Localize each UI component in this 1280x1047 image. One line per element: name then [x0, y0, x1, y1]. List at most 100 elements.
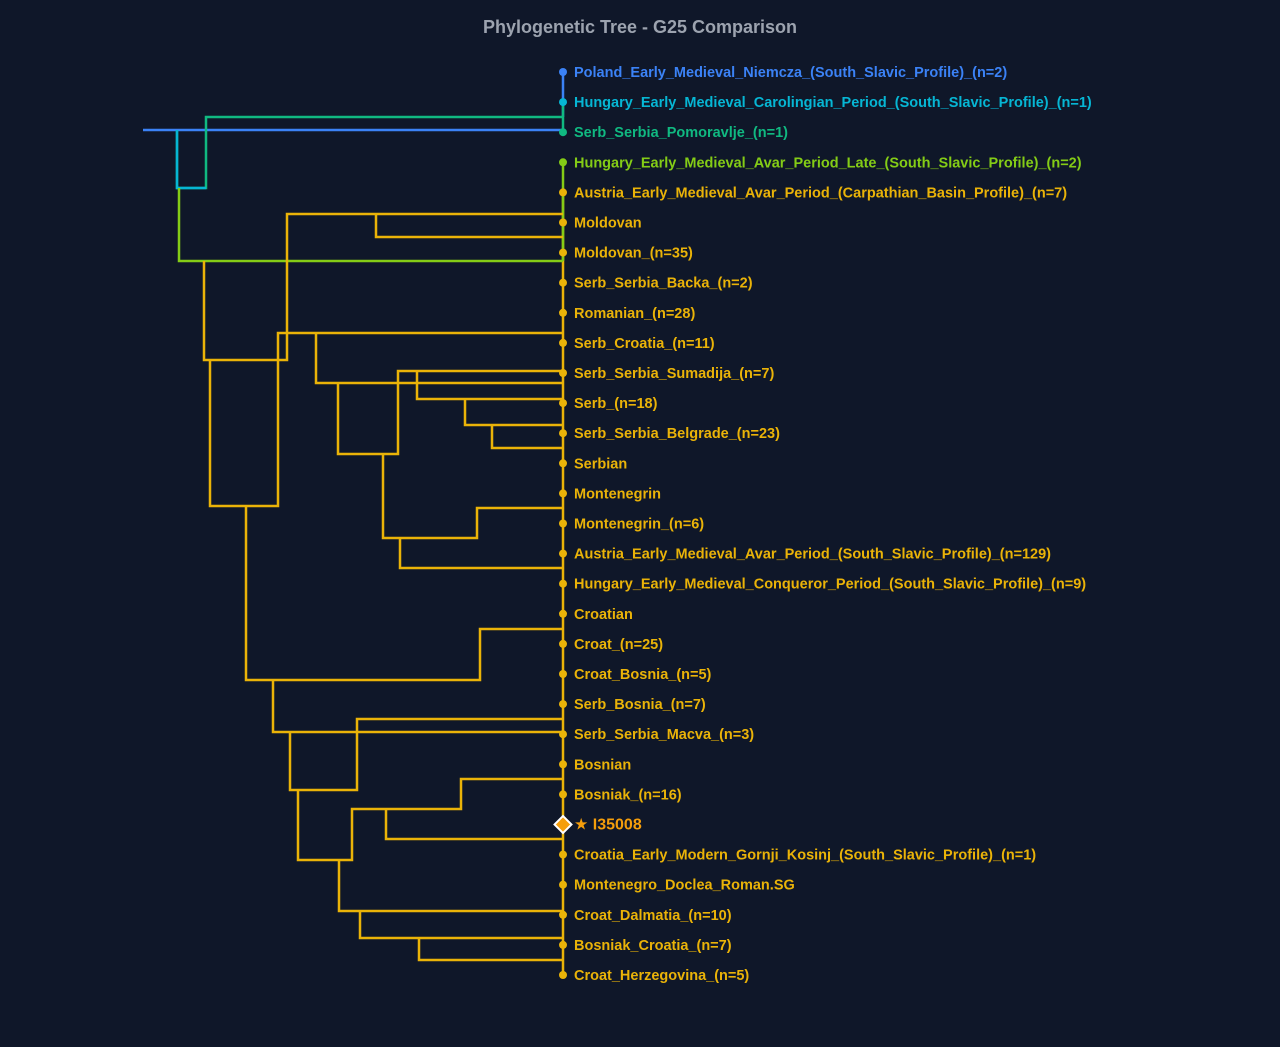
leaf-label: Montenegrin	[574, 486, 661, 502]
leaf-label: Croatian	[574, 607, 633, 623]
leaf-dot	[559, 639, 567, 648]
leaf-dot	[559, 278, 567, 287]
leaf-dot	[559, 850, 567, 859]
leaf-label: Croat_Dalmatia_(n=10)	[574, 908, 732, 924]
leaf-label: Serb_Serbia_Backa_(n=2)	[574, 276, 753, 292]
diamond-marker-icon	[553, 814, 573, 835]
tree-branch	[384, 809, 563, 841]
tree-branch	[415, 371, 563, 401]
leaf-dot	[559, 579, 567, 588]
leaf-label: Bosniak_Croatia_(n=7)	[574, 938, 732, 954]
leaf-dot	[559, 910, 567, 919]
leaf-node: Croatian	[559, 607, 633, 623]
leaf-dot	[559, 218, 567, 227]
tree-branch	[208, 331, 563, 508]
leaf-dot	[559, 670, 567, 678]
leaf-node: Croat_Dalmatia_(n=10)	[559, 908, 732, 924]
leaf-label: Serbian	[574, 456, 627, 472]
leaf-node: Croat_Herzegovina_(n=5)	[559, 968, 749, 984]
leaf-dot	[559, 399, 567, 408]
tree-branch	[202, 212, 563, 362]
tree-branch	[336, 369, 563, 456]
leaf-label: Moldovan	[574, 216, 642, 232]
leaf-label: Romanian_(n=28)	[574, 306, 695, 322]
tree-branch	[296, 777, 563, 862]
leaf-label: Austria_Early_Medieval_Avar_Period_(Sout…	[574, 547, 1051, 563]
leaf-dot	[559, 308, 567, 317]
leaf-node: Serb_Serbia_Pomoravlje_(n=1)	[559, 125, 788, 141]
leaf-dot	[559, 98, 567, 107]
leaf-label: Hungary_Early_Medieval_Carolingian_Perio…	[574, 95, 1092, 111]
leaf-label: Croat_(n=25)	[574, 637, 663, 653]
leaf-label: Montenegro_Doclea_Roman.SG	[574, 878, 795, 894]
leaf-node: Serbian	[559, 456, 627, 472]
leaf-dot	[559, 248, 567, 257]
leaf-node: Bosnian	[559, 757, 631, 773]
leaf-dot	[559, 158, 567, 167]
tree-branch	[175, 130, 206, 190]
tree-branch	[177, 188, 563, 263]
leaf-label: Serb_Serbia_Belgrade_(n=23)	[574, 426, 780, 442]
tree-branch	[463, 399, 563, 427]
leaf-node: Austria_Early_Medieval_Avar_Period_(Carp…	[559, 185, 1067, 201]
leaf-node: Montenegrin_(n=6)	[559, 517, 704, 533]
leaf-dot	[559, 730, 567, 739]
leaf-label: Serb_(n=18)	[574, 396, 658, 412]
leaf-dot	[559, 338, 567, 347]
leaf-label: Hungary_Early_Medieval_Avar_Period_Late_…	[574, 155, 1082, 171]
leaf-node: Hungary_Early_Medieval_Avar_Period_Late_…	[559, 155, 1082, 171]
leaf-node: Serb_Serbia_Macva_(n=3)	[559, 727, 754, 743]
leaf-label: Croatia_Early_Modern_Gornji_Kosinj_(Sout…	[574, 848, 1036, 864]
tree-branch	[417, 938, 563, 962]
leaf-label: Hungary_Early_Medieval_Conqueror_Period_…	[574, 577, 1086, 593]
leaf-node: Croat_Bosnia_(n=5)	[559, 667, 712, 683]
tree-branch	[288, 717, 563, 792]
leaf-node: Bosniak_Croatia_(n=7)	[559, 938, 732, 954]
leaf-label: Serb_Serbia_Pomoravlje_(n=1)	[574, 125, 788, 141]
leaf-node: Serb_Serbia_Backa_(n=2)	[559, 276, 753, 292]
tree-branch	[358, 911, 563, 940]
tree-branch	[381, 454, 563, 540]
leaf-label: Montenegrin_(n=6)	[574, 517, 704, 533]
tree-branch	[490, 425, 563, 450]
leaf-node: Montenegrin	[559, 486, 661, 502]
leaf-node: Serb_(n=18)	[559, 396, 658, 412]
tree-branch	[398, 538, 563, 570]
leaf-node: Austria_Early_Medieval_Avar_Period_(Sout…	[559, 547, 1051, 563]
leaf-node: Croat_(n=25)	[559, 637, 663, 653]
tree-branch	[244, 506, 563, 682]
leaf-dot	[559, 188, 567, 197]
tree-branch	[175, 115, 563, 190]
leaf-node: Romanian_(n=28)	[559, 306, 695, 322]
leaf-node: Serb_Serbia_Belgrade_(n=23)	[559, 426, 780, 442]
leaf-label: Bosnian	[574, 757, 631, 773]
leaf-dot	[559, 880, 567, 889]
leaf-node: Poland_Early_Medieval_Niemcza_(South_Sla…	[559, 65, 1007, 81]
leaf-node: Serb_Croatia_(n=11)	[559, 336, 715, 352]
leaf-label: Serb_Bosnia_(n=7)	[574, 697, 706, 713]
leaf-node: Hungary_Early_Medieval_Carolingian_Perio…	[559, 95, 1092, 111]
leaf-node: Serb_Serbia_Sumadija_(n=7)	[559, 366, 774, 382]
leaf-label: Bosniak_(n=16)	[574, 787, 682, 803]
leaf-dot	[559, 971, 567, 979]
leaf-dot	[559, 760, 567, 769]
leaf-node: Hungary_Early_Medieval_Conqueror_Period_…	[559, 577, 1086, 593]
tree-branch	[337, 860, 563, 913]
leaf-dot	[559, 459, 567, 468]
leaf-label: ★ I35008	[574, 817, 642, 834]
leaf-label: Poland_Early_Medieval_Niemcza_(South_Sla…	[574, 65, 1007, 81]
leaf-dot	[559, 700, 567, 709]
leaf-node: Croatia_Early_Modern_Gornji_Kosinj_(Sout…	[559, 848, 1036, 864]
leaf-label: Serb_Croatia_(n=11)	[574, 336, 715, 352]
leaf-node: Serb_Bosnia_(n=7)	[559, 697, 706, 713]
leaf-label: Austria_Early_Medieval_Avar_Period_(Carp…	[574, 185, 1067, 201]
diagram-title: Phylogenetic Tree - G25 Comparison	[482, 17, 798, 37]
leaf-dot	[559, 489, 567, 498]
leaf-label: Serb_Serbia_Macva_(n=3)	[574, 727, 754, 743]
tree-branch	[374, 214, 563, 239]
tree-branch	[314, 333, 563, 385]
tree-branch	[271, 680, 563, 734]
leaf-dot	[559, 549, 567, 558]
leaf-dot	[559, 790, 567, 799]
